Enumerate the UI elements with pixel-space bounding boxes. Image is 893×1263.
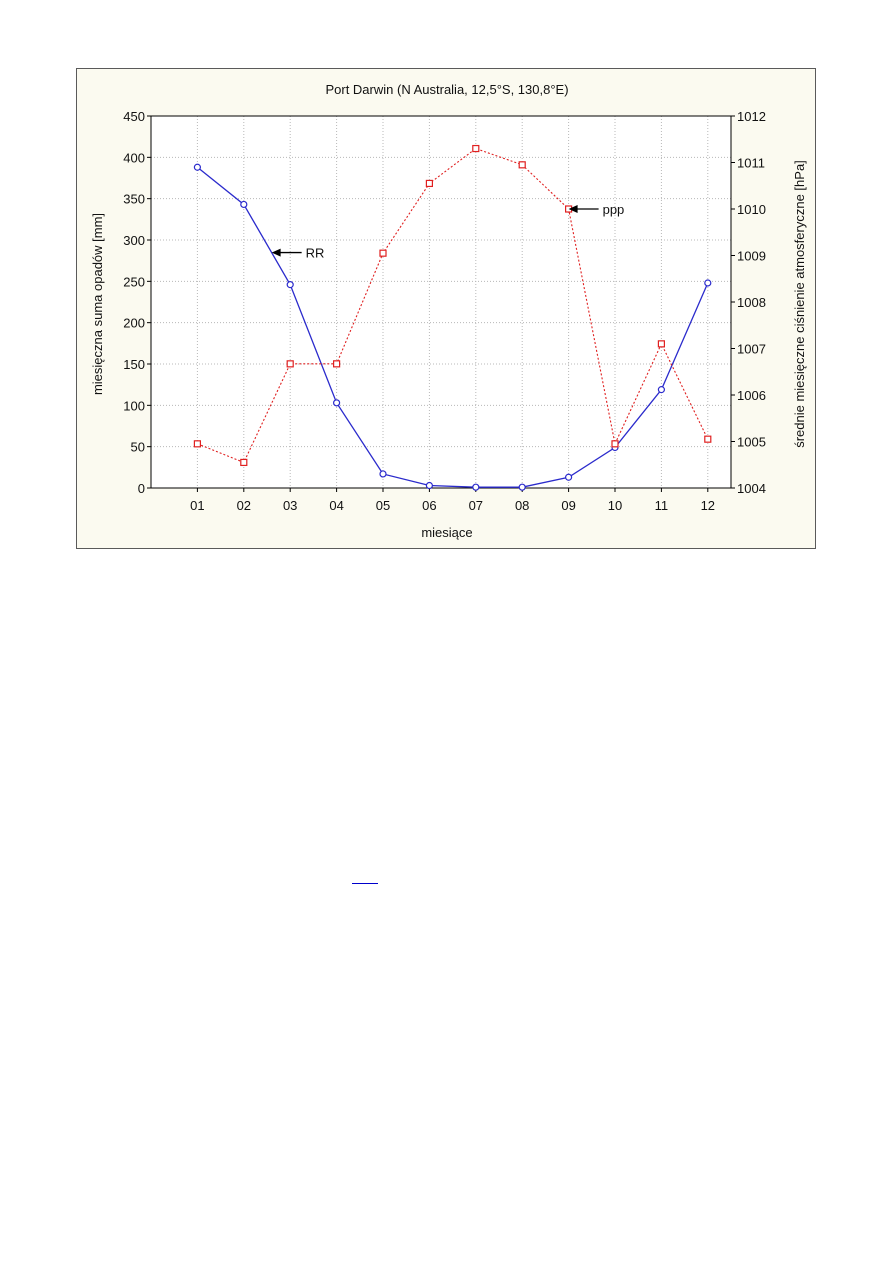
arrow-head-icon <box>568 205 578 213</box>
x-tick-label: 02 <box>237 498 251 513</box>
series-line-ppp <box>197 147 709 464</box>
data-point-ppp <box>333 360 341 368</box>
y2-tick-label: 1005 <box>737 435 766 450</box>
link-underline[interactable] <box>352 883 378 884</box>
y2-axis-label: średnie miesięczne ciśnienie atmosferycz… <box>792 160 807 448</box>
data-point-ppp <box>286 360 294 368</box>
y2-tick-label: 1007 <box>737 342 766 357</box>
data-point-rr <box>657 386 666 394</box>
arrow-head-icon <box>271 248 281 257</box>
y-tick-label: 350 <box>123 192 145 207</box>
chart-frame: Port Darwin (N Australia, 12,5°S, 130,8°… <box>76 68 816 549</box>
data-point-ppp <box>657 340 666 348</box>
data-point-rr <box>518 483 526 491</box>
y2-tick-label: 1008 <box>737 295 766 310</box>
y-tick-label: 50 <box>131 440 145 455</box>
data-point-ppp <box>518 161 526 169</box>
x-tick-label: 04 <box>329 498 343 513</box>
y2-tick-label: 1011 <box>737 156 765 171</box>
y-tick-label: 300 <box>123 233 145 248</box>
data-point-rr <box>425 481 433 490</box>
x-tick-label: 08 <box>515 498 529 513</box>
y-tick-label: 200 <box>123 316 145 331</box>
annotation-label: ppp <box>603 202 625 217</box>
x-tick-label: 12 <box>701 498 715 513</box>
data-point-ppp <box>704 435 712 443</box>
y-tick-label: 450 <box>123 109 145 124</box>
y-axis-label: miesięczna suma opadów [mm] <box>90 213 105 395</box>
annotation-label: RR <box>306 246 325 261</box>
y2-tick-label: 1006 <box>737 388 766 403</box>
data-point-ppp <box>240 458 248 467</box>
x-tick-label: 01 <box>190 498 204 513</box>
data-point-ppp <box>425 179 433 188</box>
data-point-ppp <box>611 440 619 448</box>
y-tick-label: 0 <box>138 481 145 496</box>
x-tick-label: 11 <box>655 498 669 513</box>
y2-tick-label: 1010 <box>737 202 766 217</box>
data-point-rr <box>379 470 387 478</box>
y2-tick-label: 1004 <box>737 481 766 496</box>
x-tick-label: 10 <box>608 498 622 513</box>
x-tick-label: 05 <box>376 498 390 513</box>
plot-area <box>151 116 731 488</box>
x-tick-label: 07 <box>469 498 483 513</box>
y2-tick-label: 1012 <box>737 109 766 124</box>
data-point-ppp <box>379 249 387 257</box>
y-tick-label: 150 <box>123 357 145 372</box>
data-point-ppp <box>193 440 202 448</box>
y-tick-label: 100 <box>123 398 145 413</box>
x-tick-label: 03 <box>283 498 297 513</box>
chart-svg: Port Darwin (N Australia, 12,5°S, 130,8°… <box>90 82 807 540</box>
data-point-rr <box>240 200 248 209</box>
chart-title: Port Darwin (N Australia, 12,5°S, 130,8°… <box>325 82 568 97</box>
x-axis-label: miesiące <box>421 525 472 540</box>
x-tick-label: 09 <box>561 498 575 513</box>
data-point-rr <box>193 163 202 171</box>
data-point-ppp <box>472 144 480 153</box>
data-point-rr <box>565 473 573 481</box>
data-point-rr <box>472 483 480 491</box>
data-point-rr <box>286 281 294 289</box>
series-line-rr <box>196 166 709 488</box>
data-point-rr <box>333 399 341 407</box>
x-tick-label: 06 <box>422 498 436 513</box>
data-point-rr <box>704 279 712 287</box>
y-tick-label: 400 <box>123 150 145 165</box>
y-tick-label: 250 <box>123 274 145 289</box>
y2-tick-label: 1009 <box>737 249 766 264</box>
